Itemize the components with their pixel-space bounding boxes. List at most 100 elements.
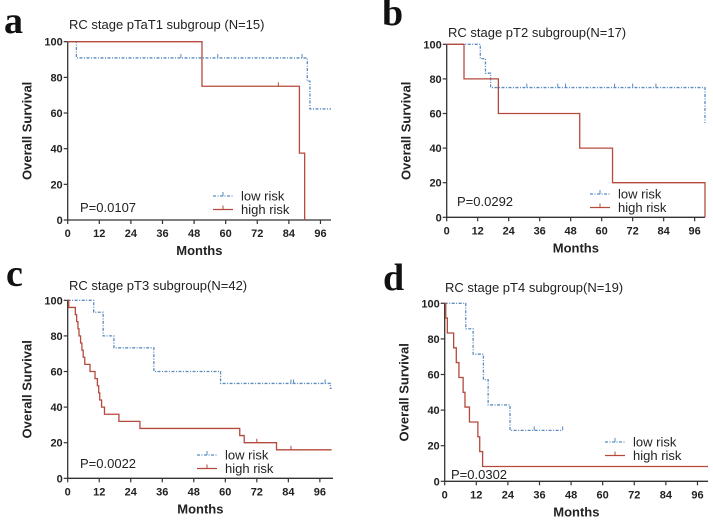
legend-label: high risk [633, 448, 682, 463]
chart-title: RC stage pT3 subgroup(N=42) [69, 278, 247, 293]
x-axis-label: Months [176, 243, 222, 258]
x-tick-label: 12 [93, 486, 105, 498]
x-tick-label: 84 [658, 225, 671, 237]
x-tick-label: 48 [188, 228, 200, 240]
y-tick-label: 100 [423, 39, 441, 51]
x-tick-label: 12 [93, 228, 105, 240]
panel-label: d [383, 257, 404, 299]
x-tick-label: 48 [188, 486, 200, 498]
y-axis-label: Overall Survival [397, 343, 412, 441]
legend-label: high risk [241, 202, 290, 217]
x-tick-label: 48 [565, 225, 577, 237]
x-tick-label: 24 [125, 486, 138, 498]
chart-title: RC stage pT4 subgroup(N=19) [445, 280, 623, 295]
x-tick-label: 36 [156, 486, 168, 498]
panel-b: b RC stage pT2 subgroup(N=17) 0 20 40 60 80 100… [382, 0, 706, 255]
panel-label: c [6, 253, 23, 295]
low-risk-curve [446, 43, 706, 124]
high-risk-curve [67, 41, 306, 220]
x-tick-label: 12 [472, 225, 484, 237]
legend-label: high risk [225, 461, 274, 476]
y-tick-label: 40 [50, 144, 62, 156]
x-tick-label: 60 [597, 489, 609, 501]
chart-title: RC stage pTaT1 subgroup (N=15) [69, 17, 264, 32]
x-tick-label: 24 [502, 489, 515, 501]
x-tick-label: 72 [627, 225, 639, 237]
y-tick-label: 0 [434, 476, 440, 488]
legend-label: low risk [618, 187, 662, 202]
high-risk-curve [446, 43, 706, 218]
x-tick-label: 0 [442, 489, 448, 501]
y-tick-label: 80 [50, 331, 62, 343]
y-tick-label: 80 [50, 72, 62, 84]
x-tick-label: 60 [220, 228, 232, 240]
x-tick-label: 60 [596, 225, 608, 237]
y-tick-label: 20 [429, 178, 441, 190]
y-tick-label: 20 [427, 441, 439, 453]
x-axis-label: Months [553, 240, 599, 255]
legend-label: low risk [225, 448, 269, 463]
x-axis-label: Months [177, 501, 223, 516]
x-tick-label: 0 [65, 228, 71, 240]
panel-a: a RC stage pTaT1 subgroup (N=15) 0 20 40 60 80… [4, 0, 331, 258]
legend-label: low risk [633, 435, 677, 450]
y-tick-label: 60 [50, 108, 62, 120]
y-axis-label: Overall Survival [20, 340, 35, 438]
x-tick-label: 48 [565, 489, 577, 501]
p-value: P=0.0107 [80, 200, 136, 215]
panel-label: a [4, 0, 23, 42]
y-tick-label: 60 [50, 367, 62, 379]
x-axis-label: Months [553, 504, 599, 519]
x-tick-label: 0 [65, 486, 71, 498]
x-tick-label: 12 [470, 489, 482, 501]
x-tick-label: 60 [219, 486, 231, 498]
x-tick-label: 96 [314, 228, 326, 240]
x-tick-label: 84 [283, 228, 296, 240]
x-tick-label: 96 [314, 486, 326, 498]
y-tick-label: 100 [44, 295, 62, 307]
x-tick-label: 36 [156, 228, 168, 240]
y-axis-label: Overall Survival [20, 82, 35, 180]
p-value: P=0.0022 [80, 456, 136, 471]
x-tick-label: 0 [444, 225, 450, 237]
high-risk-curve [67, 299, 332, 451]
p-value: P=0.0302 [451, 467, 507, 482]
y-tick-label: 60 [427, 370, 439, 382]
legend-label: high risk [618, 200, 667, 215]
y-tick-label: 20 [50, 438, 62, 450]
y-tick-label: 100 [421, 298, 439, 310]
y-axis-label: Overall Survival [399, 82, 414, 180]
x-tick-label: 36 [533, 489, 545, 501]
y-tick-label: 80 [429, 74, 441, 86]
y-tick-label: 100 [44, 37, 62, 49]
panel-label: b [382, 0, 403, 34]
low-risk-curve [67, 299, 332, 390]
y-tick-label: 60 [429, 109, 441, 121]
y-tick-label: 40 [427, 405, 439, 417]
x-tick-label: 24 [125, 228, 138, 240]
panel-c: c RC stage pT3 subgroup(N=42) 0 20 40 60 80 100… [6, 253, 333, 516]
y-tick-label: 0 [57, 473, 63, 485]
low-risk-curve [444, 302, 563, 432]
y-tick-label: 0 [436, 212, 442, 224]
x-tick-label: 96 [691, 489, 703, 501]
x-tick-label: 72 [628, 489, 640, 501]
high-risk-curve [444, 302, 708, 468]
x-tick-label: 36 [534, 225, 546, 237]
x-tick-label: 72 [251, 228, 263, 240]
y-tick-label: 20 [50, 179, 62, 191]
x-tick-label: 72 [251, 486, 263, 498]
panel-d: d RC stage pT4 subgroup(N=19) 0 20 40 60 80 100… [383, 257, 708, 519]
legend-label: low risk [241, 189, 285, 204]
x-tick-label: 84 [660, 489, 673, 501]
low-risk-curve [67, 41, 331, 110]
y-tick-label: 80 [427, 334, 439, 346]
p-value: P=0.0292 [457, 194, 513, 209]
x-tick-label: 24 [503, 225, 516, 237]
chart-title: RC stage pT2 subgroup(N=17) [448, 25, 626, 40]
x-tick-label: 84 [282, 486, 295, 498]
y-tick-label: 0 [57, 215, 63, 227]
x-tick-label: 96 [689, 225, 701, 237]
y-tick-label: 40 [50, 402, 62, 414]
